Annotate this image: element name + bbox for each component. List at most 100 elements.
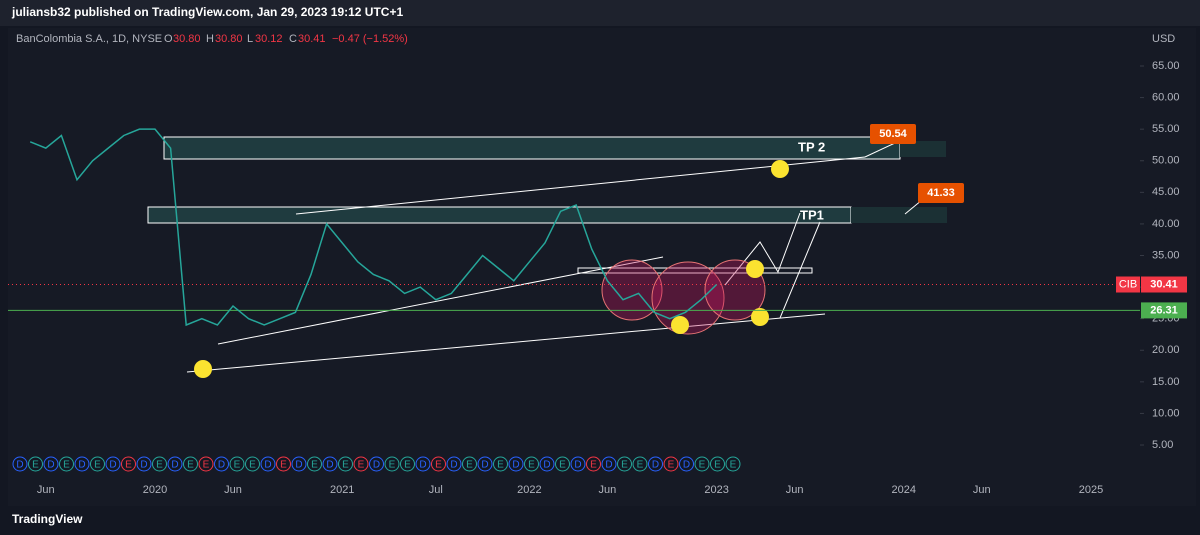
x-tick-label: Jun <box>973 484 991 496</box>
event-label: E <box>280 460 287 471</box>
target-box <box>870 124 916 144</box>
x-tick-label: Jun <box>224 484 242 496</box>
target1: 41.33 <box>927 187 955 199</box>
y-tick-label: 15.00 <box>1152 376 1180 388</box>
top-bar <box>0 0 1200 26</box>
event-label: E <box>94 460 101 471</box>
event-label: E <box>497 460 504 471</box>
x-tick-label: 2023 <box>704 484 728 496</box>
y-tick-label: 65.00 <box>1152 60 1180 72</box>
event-marker <box>322 456 338 472</box>
event-label: D <box>295 460 302 471</box>
price-badge <box>1141 276 1187 293</box>
event-label: E <box>730 460 737 471</box>
event-marker <box>725 456 741 472</box>
event-label: E <box>234 460 241 471</box>
event-marker <box>508 456 524 472</box>
event-marker <box>90 456 105 472</box>
publisher: juliansb32 published on TradingView.com,… <box>11 5 403 19</box>
x-tick-label: Jun <box>599 484 617 496</box>
event-label: E <box>249 460 256 471</box>
event-label: E <box>358 460 365 471</box>
legend-l: L <box>247 33 253 45</box>
event-marker <box>136 456 152 472</box>
x-tick-label: 2025 <box>1079 484 1103 496</box>
symbol-label: CIB <box>1119 278 1137 290</box>
y-tick-label: 35.00 <box>1152 249 1180 261</box>
event-label: D <box>171 460 178 471</box>
event-marker <box>183 456 198 472</box>
event-marker <box>570 456 586 472</box>
event-label: D <box>605 460 612 471</box>
event-label: D <box>140 460 147 471</box>
event-marker <box>555 456 570 472</box>
event-marker <box>539 456 555 472</box>
event-label: E <box>621 460 628 471</box>
legend-close: 30.41 <box>298 33 326 45</box>
event-label: E <box>187 460 194 471</box>
event-label: E <box>466 460 473 471</box>
brand: TradingView <box>12 512 83 526</box>
tp2-label: TP 2 <box>798 139 825 154</box>
price-label: 30.41 <box>1150 278 1178 290</box>
event-marker <box>493 456 508 472</box>
support-label: 26.31 <box>1150 304 1178 316</box>
zone-tp1 <box>147 206 852 224</box>
zone-ext <box>851 207 947 223</box>
target2: 50.54 <box>879 128 907 140</box>
x-tick-label: Jun <box>37 484 55 496</box>
event-marker <box>12 456 28 472</box>
y-tick-label: 20.00 <box>1152 344 1180 356</box>
event-label: E <box>32 460 39 471</box>
event-label: D <box>574 460 581 471</box>
event-marker <box>291 456 307 472</box>
event-marker <box>446 456 462 472</box>
event-label: E <box>590 460 597 471</box>
event-label: E <box>699 460 706 471</box>
y-tick-label: 50.00 <box>1152 155 1180 167</box>
y-tick-label: 5.00 <box>1152 439 1173 451</box>
event-marker <box>276 456 291 472</box>
legend-change: −0.47 (−1.52%) <box>332 33 408 45</box>
legend-symbol: BanColombia S.A., 1D, NYSE <box>16 33 162 45</box>
event-marker <box>694 456 710 472</box>
event-marker <box>524 456 539 472</box>
legend: BanColombia S.A., 1D, NYSE O 30.80 H 30.… <box>16 33 408 45</box>
event-label: E <box>528 460 535 471</box>
event-marker <box>601 456 617 472</box>
event-marker <box>679 456 694 472</box>
event-marker <box>229 456 245 472</box>
event-marker <box>369 456 384 472</box>
event-marker <box>586 456 601 472</box>
event-marker <box>214 456 229 472</box>
legend-open: 30.80 <box>173 33 201 45</box>
event-label: D <box>109 460 116 471</box>
event-label: E <box>203 460 210 471</box>
event-marker <box>384 456 400 472</box>
event-marker <box>431 456 446 472</box>
legend-h: H <box>206 33 214 45</box>
event-label: E <box>559 460 566 471</box>
tp1-label: TP1 <box>800 207 824 222</box>
event-marker <box>28 456 43 472</box>
x-tick-label: Jul <box>429 484 443 496</box>
event-marker <box>59 456 74 472</box>
y-tick-label: 40.00 <box>1152 218 1180 230</box>
event-marker <box>353 456 369 472</box>
x-tick-label: 2024 <box>892 484 916 496</box>
event-label: E <box>404 460 411 471</box>
trend-lines <box>186 142 923 373</box>
zone-small <box>577 267 813 274</box>
event-marker <box>648 456 663 472</box>
event-label: D <box>481 460 488 471</box>
event-marker <box>105 456 121 472</box>
event-label: E <box>435 460 442 471</box>
zone-ext <box>900 141 946 157</box>
event-label: D <box>78 460 85 471</box>
event-marker <box>245 456 260 472</box>
event-label: D <box>47 460 54 471</box>
x-tick-label: 2022 <box>517 484 541 496</box>
event-marker <box>632 456 648 472</box>
event-marker <box>462 456 477 472</box>
